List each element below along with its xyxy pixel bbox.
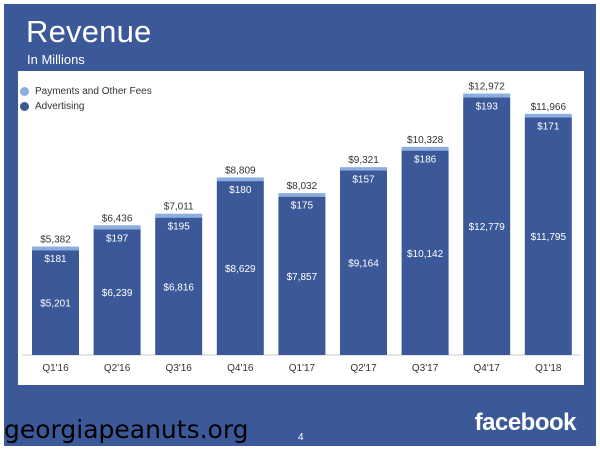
bar-advertising-5 xyxy=(340,170,387,355)
x-tick-label-6: Q3'17 xyxy=(412,363,439,374)
bar-payments-4 xyxy=(278,193,326,197)
data-label-total-3: $8,809 xyxy=(225,165,256,176)
data-label-total-6: $10,328 xyxy=(407,135,444,146)
x-tick-label-7: Q4'17 xyxy=(474,363,501,374)
bar-payments-6 xyxy=(401,146,449,151)
data-label-advertising-2: $6,816 xyxy=(163,282,194,293)
data-label-total-8: $11,966 xyxy=(531,102,567,113)
page-title: Revenue xyxy=(26,14,152,49)
data-label-payments-4: $175 xyxy=(291,201,314,212)
legend-item-payments: Payments and Other Fees xyxy=(20,84,152,99)
bar-payments-3 xyxy=(216,177,264,182)
chart-panel: $5,201 $181 $5,382 Q1'16 $6,239 $197 $6,436 Q2'… xyxy=(18,71,584,385)
bar-payments-2 xyxy=(155,213,203,218)
page-subtitle: In Millions xyxy=(27,52,85,67)
bar-advertising-6 xyxy=(401,150,449,355)
x-tick-label-8: Q1'18 xyxy=(535,363,562,374)
bar-advertising-0 xyxy=(32,250,79,355)
legend-label-payments: Payments and Other Fees xyxy=(35,86,152,97)
bar-advertising-2 xyxy=(155,217,203,355)
data-label-advertising-0: $5,201 xyxy=(40,299,71,310)
data-label-advertising-7: $12,779 xyxy=(469,222,506,233)
data-label-advertising-3: $8,629 xyxy=(225,264,256,275)
data-label-payments-7: $193 xyxy=(476,101,499,112)
slide: Revenue In Millions $5,201 $181 $5,382 Q1'1… xyxy=(4,4,596,446)
legend-label-advertising: Advertising xyxy=(35,101,85,112)
data-label-advertising-6: $10,142 xyxy=(407,249,444,260)
data-label-advertising-8: $11,795 xyxy=(531,232,567,243)
data-label-payments-8: $171 xyxy=(537,121,560,132)
bar-advertising-8 xyxy=(524,117,572,355)
watermark-text: georgiapeanuts.org xyxy=(4,415,249,444)
bar-payments-5 xyxy=(340,167,387,171)
bar-payments-0 xyxy=(32,246,79,251)
page-number: 4 xyxy=(298,432,304,443)
revenue-chart: $5,201 $181 $5,382 Q1'16 $6,239 $197 $6,436 Q2'… xyxy=(22,82,580,374)
data-label-payments-3: $180 xyxy=(229,185,252,196)
x-tick-label-1: Q2'16 xyxy=(104,363,131,374)
data-label-payments-2: $195 xyxy=(168,222,191,233)
bar-payments-1 xyxy=(93,225,141,230)
x-tick-label-4: Q1'17 xyxy=(289,363,316,374)
legend-item-advertising: Advertising xyxy=(20,99,152,114)
bar-advertising-4 xyxy=(278,196,326,355)
data-label-advertising-5: $9,164 xyxy=(348,259,379,270)
data-label-payments-6: $186 xyxy=(414,155,437,166)
data-label-payments-1: $197 xyxy=(106,233,129,244)
bar-advertising-7 xyxy=(463,97,511,355)
data-label-total-1: $6,436 xyxy=(102,213,133,224)
data-label-total-2: $7,011 xyxy=(164,202,194,213)
data-label-total-7: $12,972 xyxy=(469,82,506,93)
x-tick-label-2: Q3'16 xyxy=(166,363,193,374)
x-tick-label-5: Q2'17 xyxy=(350,363,377,374)
data-label-total-4: $8,032 xyxy=(287,181,318,192)
data-label-total-0: $5,382 xyxy=(40,235,71,246)
bar-payments-7 xyxy=(463,93,511,98)
data-label-advertising-1: $6,239 xyxy=(102,288,133,299)
x-tick-label-3: Q4'16 xyxy=(227,363,254,374)
x-tick-label-0: Q1'16 xyxy=(42,363,69,374)
legend-swatch-advertising xyxy=(20,102,29,111)
data-label-total-5: $9,321 xyxy=(348,155,379,166)
data-label-payments-5: $157 xyxy=(352,174,375,185)
legend-swatch-payments xyxy=(20,87,29,96)
chart-legend: Payments and Other Fees Advertising xyxy=(20,84,152,114)
facebook-logo: facebook xyxy=(474,409,577,436)
bar-payments-8 xyxy=(524,113,572,118)
data-label-payments-0: $181 xyxy=(44,254,67,265)
bar-advertising-1 xyxy=(93,229,141,355)
data-label-advertising-4: $7,857 xyxy=(287,272,318,283)
bar-advertising-3 xyxy=(216,181,264,355)
